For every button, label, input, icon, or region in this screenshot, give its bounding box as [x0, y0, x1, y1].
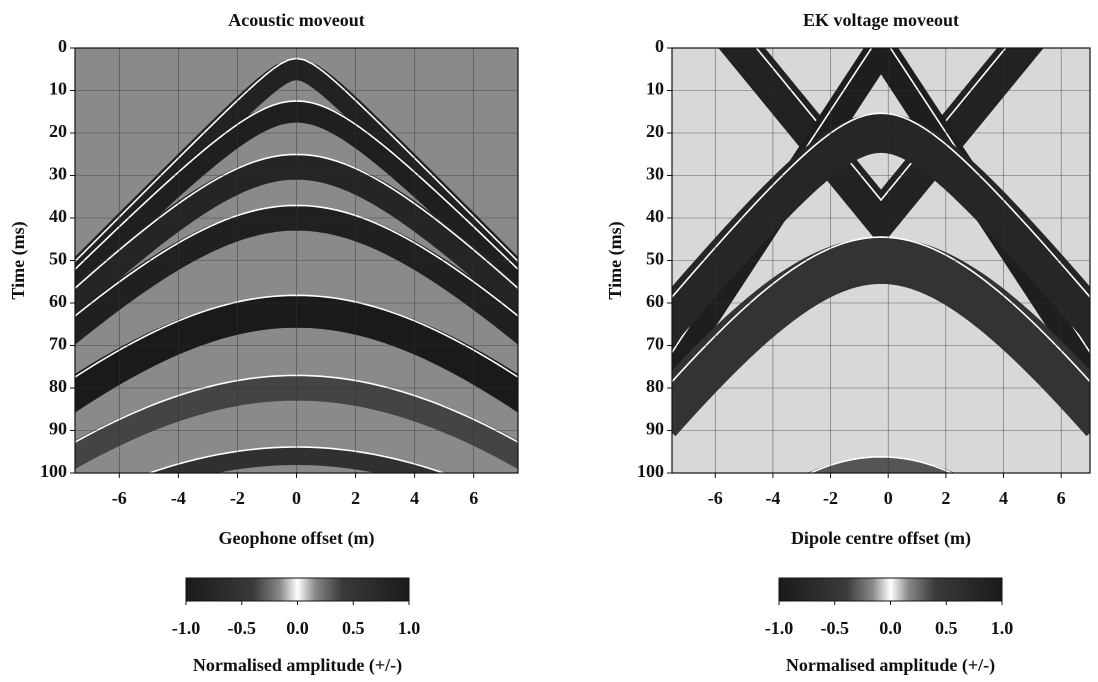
y-tick-label: 70 [646, 334, 664, 354]
x-tick-label: 0 [884, 488, 893, 508]
x-axis-label: Dipole centre offset (m) [791, 528, 971, 549]
colorbar-tick-label: 1.0 [991, 618, 1014, 638]
x-tick-label: 2 [351, 488, 360, 508]
y-tick-label: 80 [49, 376, 67, 396]
x-tick-label: -4 [765, 488, 780, 508]
colorbar-tick-label: 0.5 [935, 618, 958, 638]
x-tick-label: 4 [999, 488, 1008, 508]
x-tick-label: 0 [292, 488, 301, 508]
y-tick-label: 30 [646, 164, 664, 184]
image [672, 48, 1090, 473]
y-tick-label: 50 [646, 249, 664, 269]
colorbar-tick-label: -0.5 [228, 618, 257, 638]
y-tick-label: 100 [637, 461, 664, 481]
x-axis-label: Geophone offset (m) [219, 528, 375, 549]
y-tick-label: 0 [58, 36, 67, 56]
colorbar-tick-label: 1.0 [398, 618, 421, 638]
y-axis-label: Time (ms) [605, 221, 626, 299]
y-tick-label: 10 [646, 79, 664, 99]
y-tick-label: 20 [49, 121, 67, 141]
image-edge [808, 455, 954, 473]
x-tick-label: 6 [469, 488, 478, 508]
x-tick-label: 4 [410, 488, 419, 508]
y-tick-label: 60 [49, 291, 67, 311]
y-tick-label: 20 [646, 121, 664, 141]
x-tick-label: -2 [823, 488, 838, 508]
colorbar-tick-label: -1.0 [765, 618, 794, 638]
x-tick-label: 6 [1057, 488, 1066, 508]
colorbar-label: Normalised amplitude (+/-) [193, 655, 402, 676]
colorbar-tick-label: 0.0 [286, 618, 309, 638]
x-tick-label: -6 [112, 488, 127, 508]
x-tick-label: 2 [941, 488, 950, 508]
y-tick-label: 100 [40, 461, 67, 481]
colorbar-tick-label: -1.0 [172, 618, 201, 638]
y-axis-label: Time (ms) [8, 221, 29, 299]
y-tick-label: 40 [646, 206, 664, 226]
image-edge [672, 236, 1090, 383]
image-edge [672, 112, 1090, 299]
y-tick-label: 30 [49, 164, 67, 184]
chart-title: EK voltage moveout [803, 10, 959, 30]
chart-title: Acoustic moveout [228, 10, 364, 30]
colorbar-tick-label: -0.5 [821, 618, 850, 638]
y-tick-label: 40 [49, 206, 67, 226]
y-tick-label: 10 [49, 79, 67, 99]
y-tick-label: 70 [49, 334, 67, 354]
y-tick-label: 90 [49, 419, 67, 439]
colorbar [185, 577, 410, 602]
y-tick-label: 80 [646, 376, 664, 396]
colorbar-tick-label: 0.5 [342, 618, 365, 638]
x-tick-label: -2 [230, 488, 245, 508]
y-tick-label: 50 [49, 249, 67, 269]
colorbar-label: Normalised amplitude (+/-) [786, 655, 995, 676]
colorbar [778, 577, 1003, 602]
y-tick-label: 60 [646, 291, 664, 311]
image-edge [755, 48, 1007, 202]
y-tick-label: 90 [646, 419, 664, 439]
y-tick-label: 0 [655, 36, 664, 56]
x-tick-label: -6 [708, 488, 723, 508]
x-tick-label: -4 [171, 488, 186, 508]
colorbar-tick-label: 0.0 [879, 618, 902, 638]
